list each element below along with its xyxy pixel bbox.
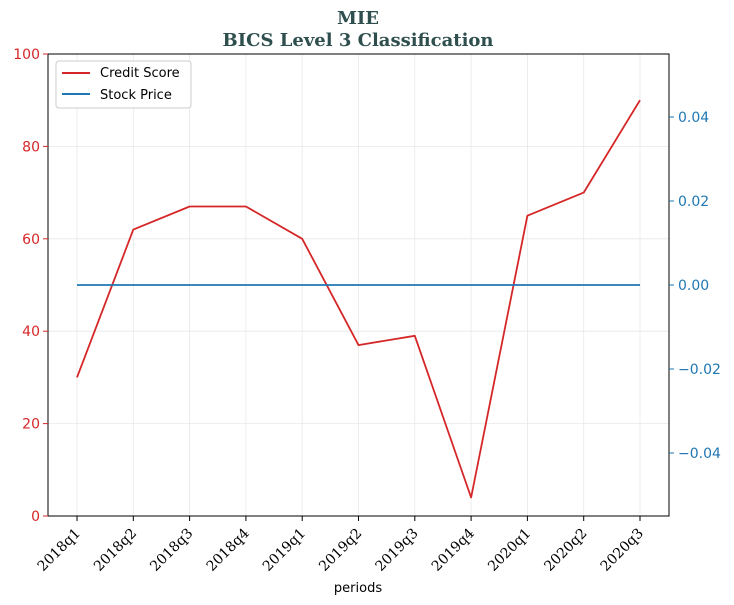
left-y-axis: 0 20 40 60 80 100 [13, 47, 48, 525]
x-tick-label: 2018q4 [204, 525, 253, 574]
x-tick-label: 2020q1 [485, 526, 534, 575]
left-y-tick-label: 20 [22, 417, 40, 433]
x-tick-label: 2020q2 [541, 526, 590, 575]
x-tick-label: 2019q4 [429, 525, 478, 574]
x-tick-label: 2020q3 [598, 526, 647, 575]
x-tick-label: 2019q1 [260, 526, 309, 575]
right-y-tick-label: 0.00 [678, 278, 709, 294]
right-y-tick-label: −0.02 [678, 362, 721, 378]
left-y-tick-label: 0 [31, 509, 40, 525]
x-tick-label: 2018q3 [147, 526, 196, 575]
left-y-tick-label: 60 [22, 232, 40, 248]
legend-label-stock-price: Stock Price [100, 88, 172, 103]
left-y-tick-label: 100 [13, 47, 40, 63]
x-axis-label: periods [334, 581, 382, 596]
chart-subtitle: BICS Level 3 Classification [222, 30, 493, 51]
x-tick-label: 2018q1 [35, 526, 84, 575]
legend: Credit Score Stock Price [55, 60, 192, 109]
right-y-axis: −0.04 −0.02 0.00 0.02 0.04 [669, 110, 721, 462]
series-line-credit-score [76, 99, 641, 499]
x-tick-label: 2019q2 [316, 526, 365, 575]
legend-label-credit-score: Credit Score [100, 66, 180, 81]
right-y-tick-label: −0.04 [678, 446, 721, 462]
x-tick-label: 2018q2 [91, 526, 140, 575]
left-y-tick-label: 80 [22, 139, 40, 155]
series-layer [76, 99, 641, 499]
right-y-tick-label: 0.02 [678, 194, 709, 210]
left-y-tick-label: 40 [22, 324, 40, 340]
x-axis: 2018q1 2018q2 2018q3 2018q4 2019q1 2019q2 2019… [35, 516, 647, 575]
chart-title: MIE [337, 8, 379, 29]
right-y-tick-label: 0.04 [678, 110, 709, 126]
x-tick-label: 2019q3 [372, 526, 421, 575]
